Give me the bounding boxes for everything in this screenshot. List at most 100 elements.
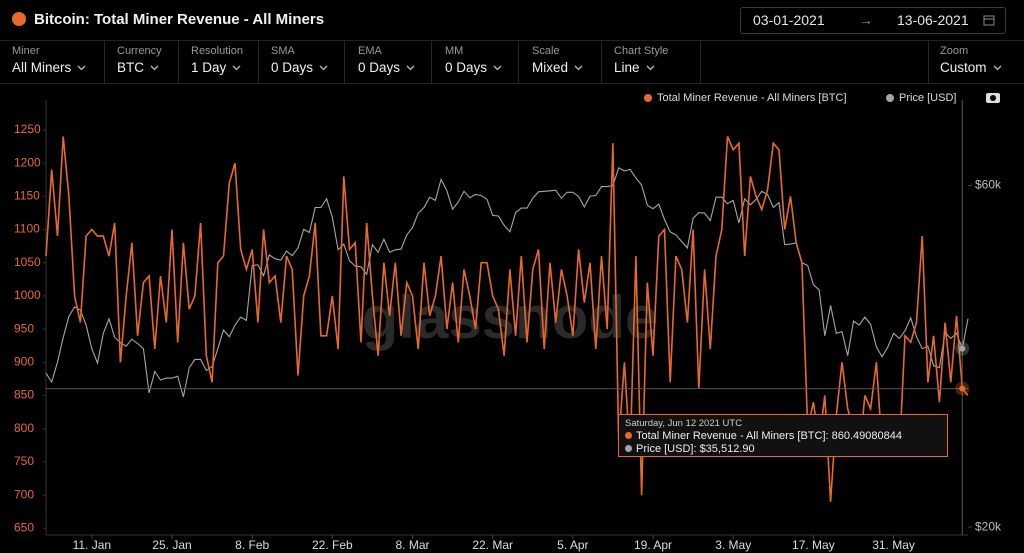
y-tick-label: 650 [14, 521, 34, 535]
arrow-icon: → [859, 12, 873, 28]
y2-tick-label: $20k [975, 519, 1002, 533]
date-to[interactable]: 13-06-2021 [897, 12, 969, 28]
tooltip-swatch [625, 432, 632, 439]
x-tick-label: 17. May [792, 538, 835, 552]
tooltip-swatch [625, 445, 632, 452]
dropdown-value[interactable]: Custom [940, 60, 1002, 75]
dropdown-label: Resolution [191, 45, 243, 57]
camera-icon [986, 93, 1000, 103]
dropdown-text[interactable]: Custom [940, 60, 987, 75]
dropdown-label: Chart Style [614, 45, 669, 57]
x-tick-label: 5. Apr [557, 538, 588, 552]
y-tick-label: 1250 [14, 122, 41, 136]
dropdown-label: Scale [532, 45, 560, 57]
legend-label: Price [USD] [899, 92, 956, 104]
dropdown-value[interactable]: All Miners [12, 60, 86, 75]
legend-swatch [886, 94, 894, 102]
y-tick-label: 1100 [14, 222, 40, 236]
dropdown-value[interactable]: Mixed [532, 60, 583, 75]
toolbar-dropdown[interactable]: EMA 0 Days [358, 45, 415, 79]
chevron-icon [406, 65, 415, 71]
y2-tick-label: $60k [975, 178, 1002, 192]
dropdown-text[interactable]: Line [614, 60, 640, 75]
dropdown-label: MM [445, 45, 464, 57]
y-tick-label: 850 [14, 388, 34, 402]
dropdown-text[interactable]: BTC [117, 60, 144, 75]
dropdown-value[interactable]: 0 Days [358, 60, 415, 75]
separator [258, 41, 259, 83]
dropdown-label: SMA [271, 45, 295, 57]
x-tick-label: 8. Feb [235, 538, 269, 552]
separator [178, 41, 179, 83]
dropdown-value[interactable]: 0 Days [445, 60, 502, 75]
y-tick-label: 700 [14, 487, 34, 501]
x-tick-label: 19. Apr [634, 538, 672, 552]
toolbar-dropdown[interactable]: Scale Mixed [532, 45, 583, 79]
tooltip-text: Total Miner Revenue - All Miners [BTC]: … [636, 430, 902, 442]
toolbar-dropdown[interactable]: Currency BTC [117, 45, 162, 79]
dropdown-value[interactable]: BTC [117, 60, 162, 75]
y-tick-label: 1150 [14, 188, 40, 202]
toolbar-dropdown[interactable]: MM 0 Days [445, 45, 502, 79]
tooltip-date: Saturday, Jun 12 2021 UTC [625, 418, 743, 429]
separator [104, 41, 105, 83]
separator [700, 41, 701, 83]
dropdown-label: EMA [358, 45, 382, 57]
x-tick-label: 22. Mar [472, 538, 513, 552]
y-tick-label: 1200 [14, 155, 41, 169]
legend-label: Total Miner Revenue - All Miners [BTC] [657, 92, 847, 104]
legend-swatch [644, 94, 652, 102]
header: Bitcoin: Total Miner Revenue - All Miner… [0, 0, 1024, 40]
chevron-icon [77, 65, 86, 71]
chevron-icon [150, 65, 159, 71]
y-tick-label: 900 [14, 355, 34, 369]
dropdown-text[interactable]: 0 Days [445, 60, 488, 75]
series-line [45, 167, 969, 398]
logo [12, 12, 26, 26]
y-tick-label: 750 [14, 454, 34, 468]
chevron-icon [493, 65, 502, 71]
toolbar-dropdown[interactable]: SMA 0 Days [271, 45, 328, 79]
x-tick-label: 3. May [715, 538, 751, 552]
calendar-icon [983, 15, 995, 26]
dropdown-label: Miner [12, 45, 40, 57]
date-from[interactable]: 03-01-2021 [753, 12, 825, 28]
x-tick-label: 11. Jan [73, 538, 111, 552]
dropdown-text[interactable]: 1 Day [191, 60, 227, 75]
title: Bitcoin: Total Miner Revenue - All Miner… [34, 11, 325, 28]
hover-point [959, 385, 966, 392]
tooltip-row: Price [USD]: $35,512.90 [625, 443, 941, 455]
x-tick-label: 22. Feb [312, 538, 353, 552]
date-range[interactable]: 03-01-2021 → 13-06-2021 [740, 7, 1006, 34]
toolbar-dropdown[interactable]: Miner All Miners [12, 45, 86, 79]
x-tick-label: 31. May [872, 538, 915, 552]
dropdown-text[interactable]: 0 Days [358, 60, 401, 75]
x-tick-label: 8. Mar [396, 538, 430, 552]
separator [601, 41, 602, 83]
dropdown-value[interactable]: Line [614, 60, 668, 75]
chevron-icon [232, 65, 241, 71]
dropdown-value[interactable]: 1 Day [191, 60, 243, 75]
hover-point [959, 345, 966, 352]
dropdown-text[interactable]: All Miners [12, 60, 72, 75]
separator [431, 41, 432, 83]
camera-lens [990, 95, 996, 101]
y-tick-label: 1050 [14, 255, 41, 269]
dropdown-label: Zoom [940, 45, 969, 57]
toolbar-dropdown[interactable]: Resolution 1 Day [191, 45, 243, 79]
toolbar-dropdown[interactable]: Chart Style Line [614, 45, 668, 79]
dropdown-text[interactable]: 0 Days [271, 60, 314, 75]
series-line [45, 136, 969, 502]
dropdown-text[interactable]: Mixed [532, 60, 569, 75]
toolbar: Miner All Miners Currency BTC Resolution 1 Da… [0, 40, 1024, 84]
toolbar-dropdown[interactable]: Zoom Custom [940, 45, 1002, 79]
chevron-icon [646, 65, 654, 71]
tooltip: Saturday, Jun 12 2021 UTC Total Miner Re… [618, 414, 948, 457]
separator [518, 41, 519, 83]
chevron-icon [993, 65, 1001, 71]
y-tick-label: 1000 [14, 288, 41, 302]
x-tick-label: 25. Jan [152, 538, 191, 552]
dropdown-value[interactable]: 0 Days [271, 60, 328, 75]
